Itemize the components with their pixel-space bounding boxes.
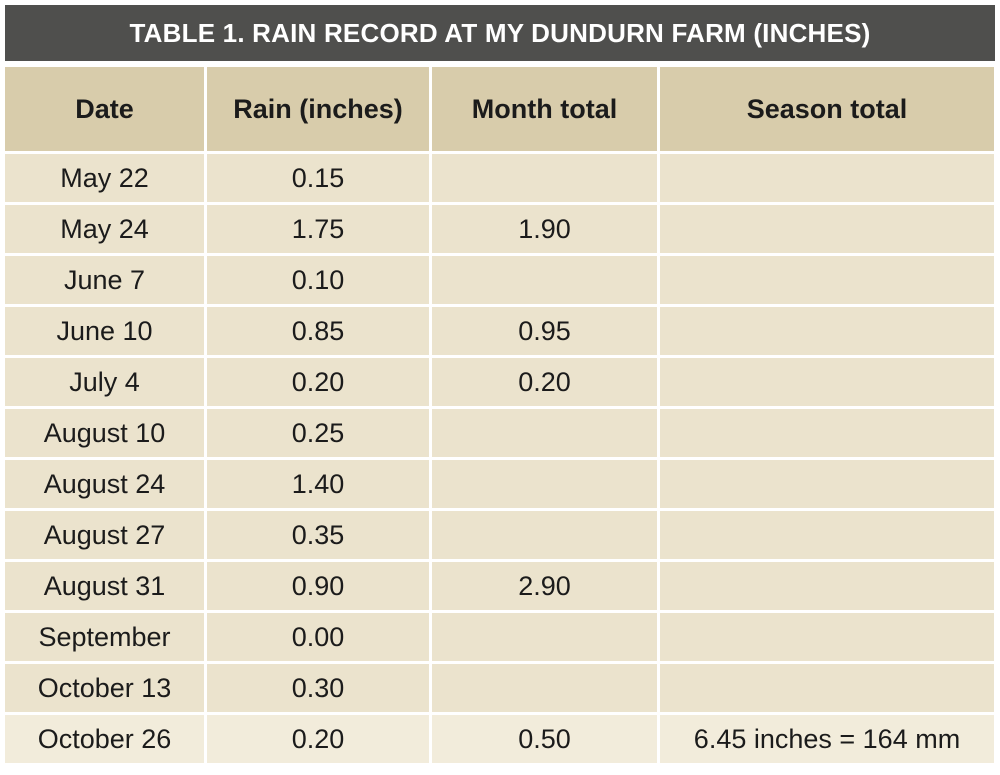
table-row: May 22 0.15 bbox=[5, 154, 994, 202]
cell-date: May 24 bbox=[5, 205, 204, 253]
table-title: TABLE 1. RAIN RECORD AT MY DUNDURN FARM … bbox=[5, 5, 995, 61]
cell-date: August 10 bbox=[5, 409, 204, 457]
table-row: June 10 0.85 0.95 bbox=[5, 307, 994, 355]
cell-month-total bbox=[432, 409, 657, 457]
rain-table-grid: Date Rain (inches) Month total Season to… bbox=[2, 64, 997, 766]
cell-season-total bbox=[660, 562, 994, 610]
cell-season-total bbox=[660, 664, 994, 712]
table-row: August 31 0.90 2.90 bbox=[5, 562, 994, 610]
cell-rain: 0.35 bbox=[207, 511, 429, 559]
cell-rain: 1.40 bbox=[207, 460, 429, 508]
table-row: July 4 0.20 0.20 bbox=[5, 358, 994, 406]
cell-season-total bbox=[660, 307, 994, 355]
rain-record-table: TABLE 1. RAIN RECORD AT MY DUNDURN FARM … bbox=[5, 5, 995, 770]
cell-season-total bbox=[660, 409, 994, 457]
cell-rain: 0.20 bbox=[207, 715, 429, 763]
cell-month-total bbox=[432, 256, 657, 304]
header-month-total: Month total bbox=[432, 67, 657, 151]
cell-month-total: 0.50 bbox=[432, 715, 657, 763]
cell-rain: 0.10 bbox=[207, 256, 429, 304]
cell-month-total bbox=[432, 664, 657, 712]
header-rain: Rain (inches) bbox=[207, 67, 429, 151]
cell-rain: 0.15 bbox=[207, 154, 429, 202]
cell-date: June 7 bbox=[5, 256, 204, 304]
cell-season-total bbox=[660, 154, 994, 202]
header-season-total: Season total bbox=[660, 67, 994, 151]
cell-date: August 24 bbox=[5, 460, 204, 508]
cell-rain: 0.00 bbox=[207, 613, 429, 661]
header-date: Date bbox=[5, 67, 204, 151]
cell-date: October 13 bbox=[5, 664, 204, 712]
cell-rain: 0.20 bbox=[207, 358, 429, 406]
cell-season-total bbox=[660, 256, 994, 304]
cell-date: August 27 bbox=[5, 511, 204, 559]
cell-rain: 1.75 bbox=[207, 205, 429, 253]
cell-rain: 0.25 bbox=[207, 409, 429, 457]
cell-rain: 0.30 bbox=[207, 664, 429, 712]
cell-date: August 31 bbox=[5, 562, 204, 610]
cell-rain: 0.85 bbox=[207, 307, 429, 355]
cell-season-total bbox=[660, 205, 994, 253]
cell-date: September bbox=[5, 613, 204, 661]
cell-date: October 26 bbox=[5, 715, 204, 763]
cell-month-total: 1.90 bbox=[432, 205, 657, 253]
table-row: May 24 1.75 1.90 bbox=[5, 205, 994, 253]
table-row: June 7 0.10 bbox=[5, 256, 994, 304]
cell-season-total bbox=[660, 613, 994, 661]
cell-month-total: 0.20 bbox=[432, 358, 657, 406]
cell-date: July 4 bbox=[5, 358, 204, 406]
table-body: May 22 0.15 May 24 1.75 1.90 June 7 0.10 June 1… bbox=[5, 154, 994, 763]
table-row: August 10 0.25 bbox=[5, 409, 994, 457]
cell-month-total bbox=[432, 460, 657, 508]
cell-month-total bbox=[432, 613, 657, 661]
cell-month-total bbox=[432, 511, 657, 559]
table-row: October 13 0.30 bbox=[5, 664, 994, 712]
cell-month-total bbox=[432, 154, 657, 202]
table-row: August 27 0.35 bbox=[5, 511, 994, 559]
table-row: October 26 0.20 0.50 6.45 inches = 164 mm bbox=[5, 715, 994, 763]
cell-season-total bbox=[660, 358, 994, 406]
cell-month-total: 0.95 bbox=[432, 307, 657, 355]
table-row: August 24 1.40 bbox=[5, 460, 994, 508]
cell-season-total bbox=[660, 460, 994, 508]
cell-season-total: 6.45 inches = 164 mm bbox=[660, 715, 994, 763]
cell-date: June 10 bbox=[5, 307, 204, 355]
cell-season-total bbox=[660, 511, 994, 559]
table-row: September 0.00 bbox=[5, 613, 994, 661]
cell-rain: 0.90 bbox=[207, 562, 429, 610]
cell-month-total: 2.90 bbox=[432, 562, 657, 610]
header-row: Date Rain (inches) Month total Season to… bbox=[5, 67, 994, 151]
cell-date: May 22 bbox=[5, 154, 204, 202]
